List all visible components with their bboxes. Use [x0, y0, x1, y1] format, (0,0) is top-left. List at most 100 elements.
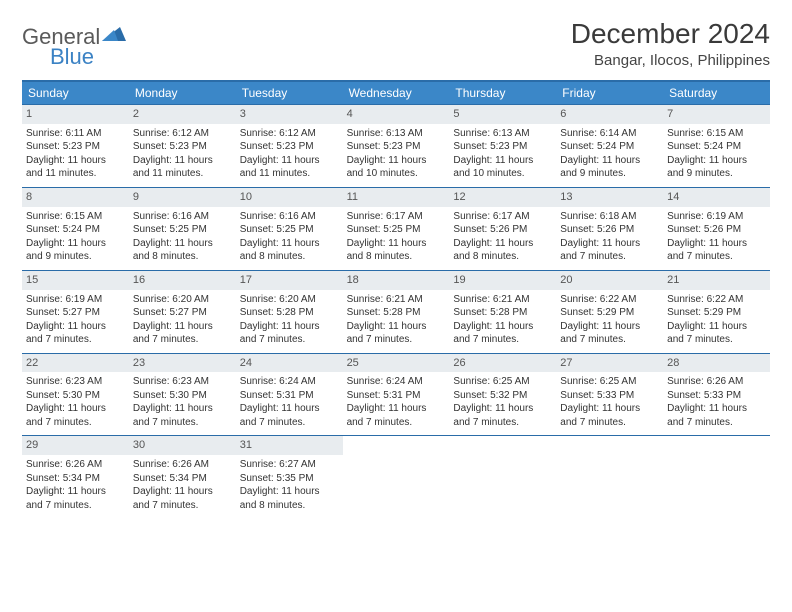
- calendar-grid: SundayMondayTuesdayWednesdayThursdayFrid…: [22, 80, 770, 518]
- sunset-line: Sunset: 5:33 PM: [560, 389, 659, 403]
- sunrise-line: Sunrise: 6:19 AM: [26, 293, 125, 307]
- day-info: Sunrise: 6:13 AM Sunset: 5:23 PM Dayligh…: [347, 127, 446, 181]
- daylight-line: Daylight: 11 hours and 11 minutes.: [26, 154, 125, 181]
- sunset-line: Sunset: 5:23 PM: [453, 140, 552, 154]
- day-info: Sunrise: 6:24 AM Sunset: 5:31 PM Dayligh…: [240, 375, 339, 429]
- day-info: Sunrise: 6:26 AM Sunset: 5:34 PM Dayligh…: [133, 458, 232, 512]
- daylight-line: Daylight: 11 hours and 7 minutes.: [26, 485, 125, 512]
- day-number: 23: [129, 354, 236, 373]
- day-info: Sunrise: 6:16 AM Sunset: 5:25 PM Dayligh…: [133, 210, 232, 264]
- sunrise-line: Sunrise: 6:17 AM: [453, 210, 552, 224]
- day-cell: 4 Sunrise: 6:13 AM Sunset: 5:23 PM Dayli…: [343, 104, 450, 187]
- sunset-line: Sunset: 5:24 PM: [667, 140, 766, 154]
- day-info: Sunrise: 6:23 AM Sunset: 5:30 PM Dayligh…: [26, 375, 125, 429]
- sunset-line: Sunset: 5:27 PM: [133, 306, 232, 320]
- sunrise-line: Sunrise: 6:27 AM: [240, 458, 339, 472]
- sunset-line: Sunset: 5:30 PM: [26, 389, 125, 403]
- logo: General Blue: [22, 24, 126, 70]
- sunrise-line: Sunrise: 6:17 AM: [347, 210, 446, 224]
- day-info: Sunrise: 6:16 AM Sunset: 5:25 PM Dayligh…: [240, 210, 339, 264]
- sunset-line: Sunset: 5:29 PM: [667, 306, 766, 320]
- sunset-line: Sunset: 5:23 PM: [133, 140, 232, 154]
- sunrise-line: Sunrise: 6:15 AM: [667, 127, 766, 141]
- day-header-thursday: Thursday: [449, 82, 556, 104]
- day-info: Sunrise: 6:11 AM Sunset: 5:23 PM Dayligh…: [26, 127, 125, 181]
- sunrise-line: Sunrise: 6:24 AM: [240, 375, 339, 389]
- day-cell: 13 Sunrise: 6:18 AM Sunset: 5:26 PM Dayl…: [556, 187, 663, 270]
- sunrise-line: Sunrise: 6:12 AM: [240, 127, 339, 141]
- day-cell: 30 Sunrise: 6:26 AM Sunset: 5:34 PM Dayl…: [129, 435, 236, 518]
- daylight-line: Daylight: 11 hours and 8 minutes.: [240, 237, 339, 264]
- day-info: Sunrise: 6:26 AM Sunset: 5:33 PM Dayligh…: [667, 375, 766, 429]
- sunset-line: Sunset: 5:34 PM: [26, 472, 125, 486]
- day-number: 8: [22, 188, 129, 207]
- day-number: 7: [663, 105, 770, 124]
- sunrise-line: Sunrise: 6:21 AM: [453, 293, 552, 307]
- sunrise-line: Sunrise: 6:23 AM: [133, 375, 232, 389]
- daylight-line: Daylight: 11 hours and 7 minutes.: [133, 485, 232, 512]
- sunset-line: Sunset: 5:25 PM: [240, 223, 339, 237]
- day-cell: 2 Sunrise: 6:12 AM Sunset: 5:23 PM Dayli…: [129, 104, 236, 187]
- day-info: Sunrise: 6:17 AM Sunset: 5:25 PM Dayligh…: [347, 210, 446, 264]
- day-number: 29: [22, 436, 129, 455]
- sunset-line: Sunset: 5:34 PM: [133, 472, 232, 486]
- day-number: 5: [449, 105, 556, 124]
- day-info: Sunrise: 6:20 AM Sunset: 5:27 PM Dayligh…: [133, 293, 232, 347]
- day-info: Sunrise: 6:19 AM Sunset: 5:27 PM Dayligh…: [26, 293, 125, 347]
- day-header-wednesday: Wednesday: [343, 82, 450, 104]
- empty-cell: [449, 435, 556, 518]
- day-number: 22: [22, 354, 129, 373]
- day-cell: 24 Sunrise: 6:24 AM Sunset: 5:31 PM Dayl…: [236, 353, 343, 436]
- day-info: Sunrise: 6:25 AM Sunset: 5:32 PM Dayligh…: [453, 375, 552, 429]
- day-number: 28: [663, 354, 770, 373]
- sunrise-line: Sunrise: 6:23 AM: [26, 375, 125, 389]
- month-title: December 2024: [571, 18, 770, 50]
- day-info: Sunrise: 6:12 AM Sunset: 5:23 PM Dayligh…: [133, 127, 232, 181]
- daylight-line: Daylight: 11 hours and 11 minutes.: [240, 154, 339, 181]
- daylight-line: Daylight: 11 hours and 9 minutes.: [667, 154, 766, 181]
- day-info: Sunrise: 6:18 AM Sunset: 5:26 PM Dayligh…: [560, 210, 659, 264]
- sunrise-line: Sunrise: 6:25 AM: [453, 375, 552, 389]
- sunrise-line: Sunrise: 6:19 AM: [667, 210, 766, 224]
- day-cell: 6 Sunrise: 6:14 AM Sunset: 5:24 PM Dayli…: [556, 104, 663, 187]
- title-block: December 2024 Bangar, Ilocos, Philippine…: [571, 18, 770, 69]
- day-cell: 17 Sunrise: 6:20 AM Sunset: 5:28 PM Dayl…: [236, 270, 343, 353]
- daylight-line: Daylight: 11 hours and 8 minutes.: [240, 485, 339, 512]
- day-cell: 9 Sunrise: 6:16 AM Sunset: 5:25 PM Dayli…: [129, 187, 236, 270]
- day-number: 6: [556, 105, 663, 124]
- daylight-line: Daylight: 11 hours and 11 minutes.: [133, 154, 232, 181]
- day-info: Sunrise: 6:24 AM Sunset: 5:31 PM Dayligh…: [347, 375, 446, 429]
- sunset-line: Sunset: 5:25 PM: [133, 223, 232, 237]
- daylight-line: Daylight: 11 hours and 7 minutes.: [240, 320, 339, 347]
- day-number: 16: [129, 271, 236, 290]
- daylight-line: Daylight: 11 hours and 10 minutes.: [453, 154, 552, 181]
- sunset-line: Sunset: 5:28 PM: [240, 306, 339, 320]
- sunset-line: Sunset: 5:27 PM: [26, 306, 125, 320]
- day-number: 18: [343, 271, 450, 290]
- sunset-line: Sunset: 5:28 PM: [453, 306, 552, 320]
- day-number: 11: [343, 188, 450, 207]
- day-cell: 15 Sunrise: 6:19 AM Sunset: 5:27 PM Dayl…: [22, 270, 129, 353]
- daylight-line: Daylight: 11 hours and 7 minutes.: [453, 402, 552, 429]
- daylight-line: Daylight: 11 hours and 8 minutes.: [453, 237, 552, 264]
- header: General Blue December 2024 Bangar, Iloco…: [22, 18, 770, 70]
- day-number: 2: [129, 105, 236, 124]
- day-cell: 16 Sunrise: 6:20 AM Sunset: 5:27 PM Dayl…: [129, 270, 236, 353]
- day-cell: 29 Sunrise: 6:26 AM Sunset: 5:34 PM Dayl…: [22, 435, 129, 518]
- day-header-sunday: Sunday: [22, 82, 129, 104]
- sunset-line: Sunset: 5:23 PM: [240, 140, 339, 154]
- daylight-line: Daylight: 11 hours and 9 minutes.: [26, 237, 125, 264]
- daylight-line: Daylight: 11 hours and 7 minutes.: [560, 320, 659, 347]
- sunrise-line: Sunrise: 6:26 AM: [26, 458, 125, 472]
- day-info: Sunrise: 6:15 AM Sunset: 5:24 PM Dayligh…: [26, 210, 125, 264]
- sunset-line: Sunset: 5:23 PM: [26, 140, 125, 154]
- daylight-line: Daylight: 11 hours and 7 minutes.: [133, 402, 232, 429]
- daylight-line: Daylight: 11 hours and 7 minutes.: [667, 320, 766, 347]
- day-number: 14: [663, 188, 770, 207]
- sunrise-line: Sunrise: 6:16 AM: [133, 210, 232, 224]
- daylight-line: Daylight: 11 hours and 8 minutes.: [133, 237, 232, 264]
- day-number: 9: [129, 188, 236, 207]
- day-number: 21: [663, 271, 770, 290]
- day-number: 17: [236, 271, 343, 290]
- daylight-line: Daylight: 11 hours and 7 minutes.: [26, 320, 125, 347]
